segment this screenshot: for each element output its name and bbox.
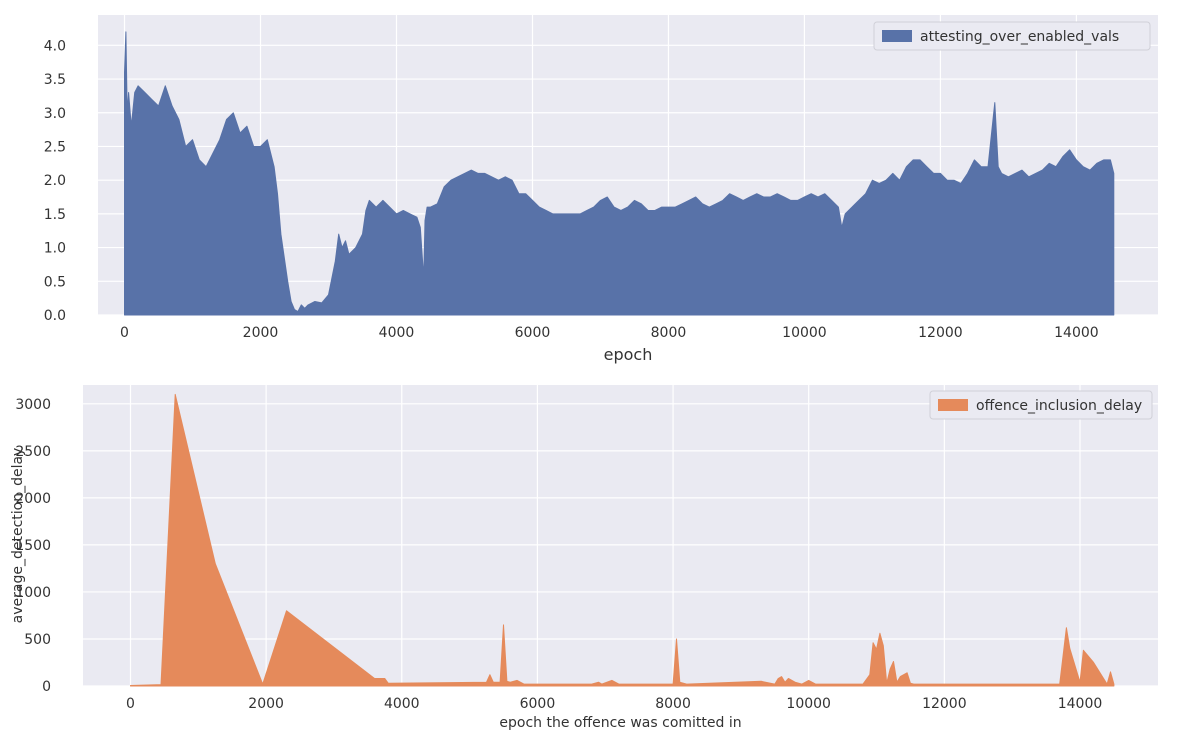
legend: offence_inclusion_delay <box>929 390 1153 420</box>
y-tick-label: 1500 <box>15 538 51 554</box>
x-axis-label: epoch the offence was comitted in <box>499 715 741 731</box>
x-tick-label: 8000 <box>655 696 691 712</box>
legend-label: attesting_over_enabled_vals <box>920 29 1119 45</box>
y-axis-label: average_detection_delay <box>10 448 26 624</box>
legend-swatch <box>882 30 912 42</box>
bottom-chart: 0 2000 4000 6000 8000 10000 12000 14000 0 500 1000… <box>10 385 1158 731</box>
x-tick-label: 2000 <box>248 696 284 712</box>
x-tick-label: 8000 <box>651 325 687 341</box>
y-tick-label: 2500 <box>15 444 51 460</box>
top-chart: 0 2000 4000 6000 8000 10000 12000 14000 0.0 0.5 1.… <box>44 15 1158 364</box>
x-tick-label: 10000 <box>786 696 831 712</box>
legend-label: offence_inclusion_delay <box>976 398 1142 414</box>
x-tick-label: 12000 <box>918 325 963 341</box>
x-tick-label: 12000 <box>922 696 967 712</box>
x-tick-label: 14000 <box>1058 696 1103 712</box>
legend-swatch <box>938 399 968 411</box>
y-tick-label: 3.5 <box>44 72 66 88</box>
x-tick-label: 6000 <box>515 325 551 341</box>
y-tick-label: 0 <box>42 679 51 695</box>
legend-box <box>929 390 1153 420</box>
x-axis-label: epoch <box>604 345 653 364</box>
x-tick-label: 0 <box>120 325 129 341</box>
y-tick-label: 4.0 <box>44 38 66 54</box>
x-tick-label: 6000 <box>520 696 556 712</box>
series-area <box>124 31 1115 316</box>
x-tick-label: 0 <box>126 696 135 712</box>
y-tick-label: 1.5 <box>44 207 66 223</box>
y-tick-label: 2000 <box>15 491 51 507</box>
x-tick-label: 2000 <box>243 325 279 341</box>
x-tick-label: 4000 <box>384 696 420 712</box>
x-tick-label: 4000 <box>379 325 415 341</box>
y-tick-label: 500 <box>24 632 51 648</box>
legend: attesting_over_enabled_vals <box>873 21 1151 51</box>
x-tick-label: 10000 <box>782 325 827 341</box>
series-area <box>130 393 1115 687</box>
plot-area <box>83 385 1158 686</box>
legend-box <box>873 21 1151 51</box>
y-tick-label: 3.0 <box>44 106 66 122</box>
y-tick-label: 2.0 <box>44 173 66 189</box>
x-tick-label: 14000 <box>1054 325 1099 341</box>
y-tick-label: 0.0 <box>44 308 66 324</box>
y-tick-label: 0.5 <box>44 274 66 290</box>
y-tick-label: 1.0 <box>44 241 66 257</box>
y-tick-label: 2.5 <box>44 139 66 155</box>
y-tick-label: 3000 <box>15 397 51 413</box>
y-tick-label: 1000 <box>15 585 51 601</box>
